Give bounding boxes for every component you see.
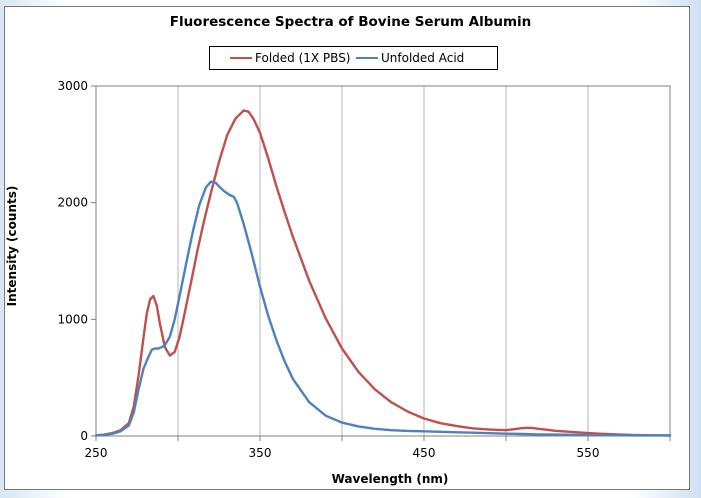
legend-swatch-folded (230, 57, 252, 59)
y-axis-title: Intensity (counts) (5, 185, 19, 307)
series-line-1 (94, 180, 672, 437)
legend-label-unfolded: Unfolded Acid (381, 51, 465, 65)
x-axis-title: Wavelength (nm) (331, 472, 449, 486)
x-tick-label-550: 550 (577, 446, 600, 460)
legend-swatch-unfolded (356, 57, 378, 59)
legend-item-folded: Folded (1X PBS) (230, 50, 351, 66)
y-tick-label-1000: 1000 (57, 312, 88, 326)
chart-area (4, 6, 690, 490)
legend-item-unfolded: Unfolded Acid (356, 50, 464, 66)
legend: Folded (1X PBS) Unfolded Acid (209, 46, 498, 70)
y-tick-label-0: 0 (80, 429, 88, 443)
x-tick-label-450: 450 (413, 446, 436, 460)
chart-title: Fluorescence Spectra of Bovine Serum Alb… (169, 14, 532, 30)
legend-label-folded: Folded (1X PBS) (255, 51, 351, 65)
x-tick-label-350: 350 (249, 446, 272, 460)
plot-border (95, 85, 671, 437)
series-line-0 (94, 109, 672, 437)
y-tick-label-3000: 3000 (57, 79, 88, 93)
x-tick-label-250: 250 (85, 446, 108, 460)
y-tick-label-2000: 2000 (57, 196, 88, 210)
